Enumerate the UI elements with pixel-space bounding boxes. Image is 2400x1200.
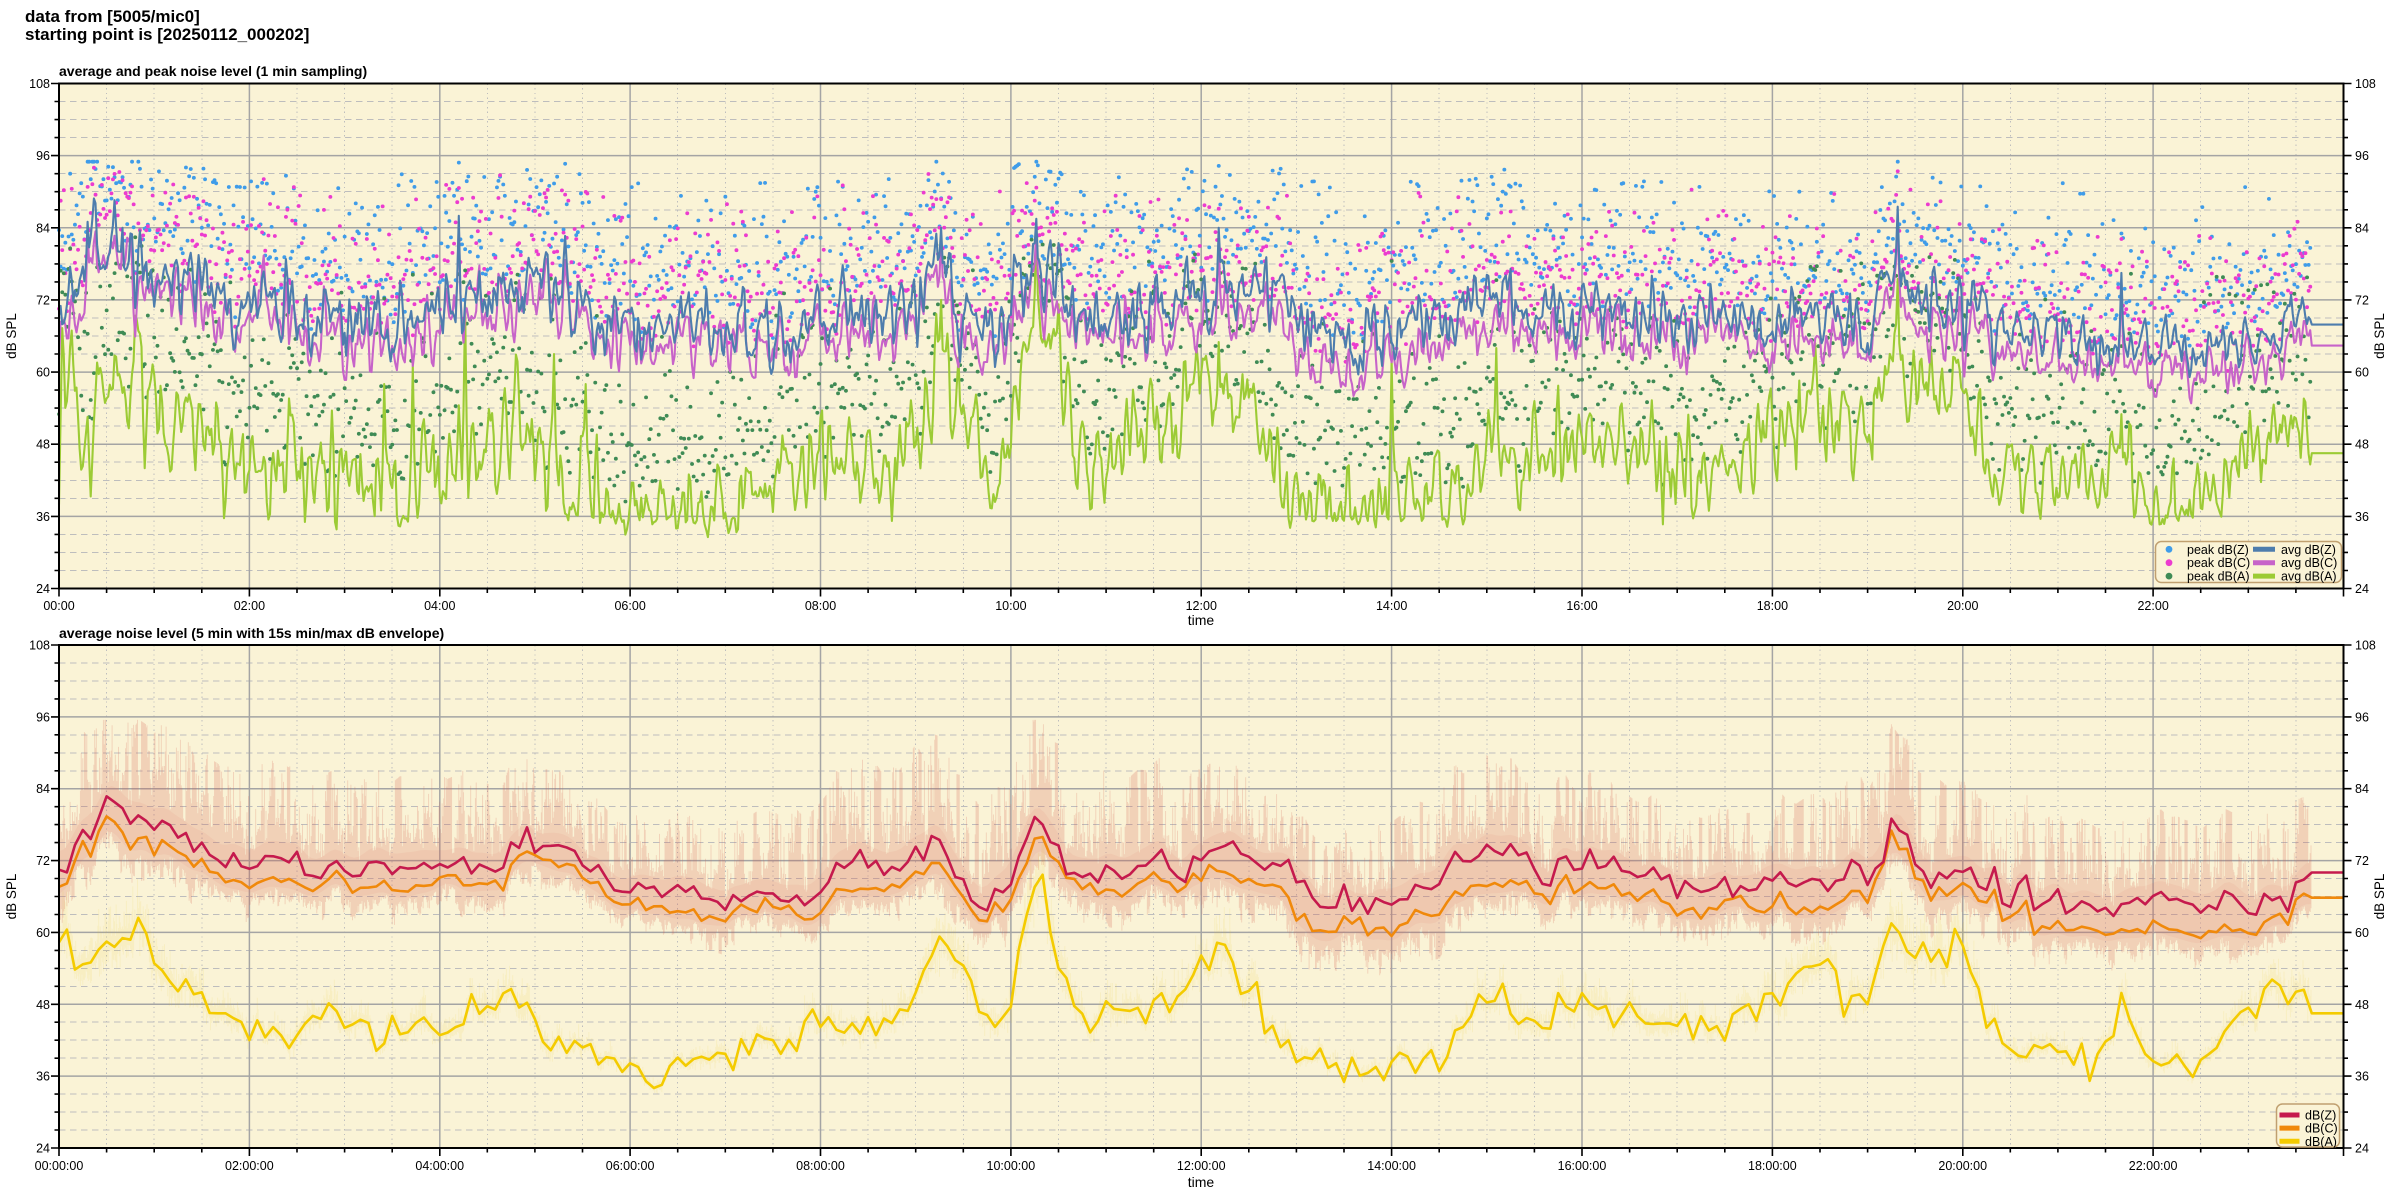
svg-text:dB(Z): dB(Z) xyxy=(2305,1109,2336,1123)
svg-text:72: 72 xyxy=(2355,293,2369,307)
svg-text:48: 48 xyxy=(36,998,50,1012)
svg-text:08:00: 08:00 xyxy=(805,599,836,613)
svg-text:16:00: 16:00 xyxy=(1566,599,1597,613)
svg-text:12:00:00: 12:00:00 xyxy=(1177,1159,1226,1173)
svg-text:48: 48 xyxy=(2355,438,2369,452)
svg-text:60: 60 xyxy=(36,926,50,940)
svg-text:avg dB(C): avg dB(C) xyxy=(2281,556,2337,570)
svg-text:data from [5005/mic0]: data from [5005/mic0] xyxy=(25,7,200,26)
svg-text:22:00: 22:00 xyxy=(2137,599,2168,613)
svg-text:108: 108 xyxy=(29,77,50,91)
svg-text:96: 96 xyxy=(2355,710,2369,724)
svg-text:avg dB(Z): avg dB(Z) xyxy=(2281,543,2336,557)
svg-text:72: 72 xyxy=(36,854,50,868)
svg-text:12:00: 12:00 xyxy=(1186,599,1217,613)
svg-text:48: 48 xyxy=(2355,998,2369,1012)
svg-text:108: 108 xyxy=(2355,639,2376,653)
svg-text:average and peak noise level (: average and peak noise level (1 min samp… xyxy=(59,63,367,79)
svg-text:18:00:00: 18:00:00 xyxy=(1748,1159,1797,1173)
svg-text:16:00:00: 16:00:00 xyxy=(1558,1159,1607,1173)
svg-text:60: 60 xyxy=(2355,926,2369,940)
svg-text:average noise level (5 min wit: average noise level (5 min with 15s min/… xyxy=(59,625,444,641)
svg-text:peak dB(C): peak dB(C) xyxy=(2187,556,2250,570)
svg-text:20:00:00: 20:00:00 xyxy=(1938,1159,1987,1173)
svg-text:36: 36 xyxy=(36,1070,50,1084)
svg-text:20:00: 20:00 xyxy=(1947,599,1978,613)
svg-text:84: 84 xyxy=(36,782,50,796)
svg-text:36: 36 xyxy=(2355,1070,2369,1084)
svg-text:dB SPL: dB SPL xyxy=(4,313,19,359)
svg-text:96: 96 xyxy=(36,710,50,724)
svg-text:18:00: 18:00 xyxy=(1757,599,1788,613)
svg-text:24: 24 xyxy=(2355,582,2369,596)
svg-text:108: 108 xyxy=(29,639,50,653)
svg-text:36: 36 xyxy=(2355,510,2369,524)
svg-text:84: 84 xyxy=(2355,782,2369,796)
svg-text:00:00:00: 00:00:00 xyxy=(35,1159,84,1173)
svg-text:peak dB(A): peak dB(A) xyxy=(2187,570,2250,584)
svg-text:24: 24 xyxy=(2355,1142,2369,1156)
svg-text:14:00: 14:00 xyxy=(1376,599,1407,613)
svg-text:02:00: 02:00 xyxy=(234,599,265,613)
svg-text:72: 72 xyxy=(36,293,50,307)
svg-text:48: 48 xyxy=(36,438,50,452)
svg-text:108: 108 xyxy=(2355,77,2376,91)
svg-text:dB(A): dB(A) xyxy=(2305,1135,2337,1149)
svg-text:06:00:00: 06:00:00 xyxy=(606,1159,655,1173)
svg-text:dB(C): dB(C) xyxy=(2305,1122,2338,1136)
svg-text:06:00: 06:00 xyxy=(614,599,645,613)
svg-text:08:00:00: 08:00:00 xyxy=(796,1159,845,1173)
svg-text:dB SPL: dB SPL xyxy=(2372,873,2387,919)
svg-text:02:00:00: 02:00:00 xyxy=(225,1159,274,1173)
svg-text:dB SPL: dB SPL xyxy=(4,873,19,919)
svg-text:84: 84 xyxy=(2355,221,2369,235)
svg-text:04:00: 04:00 xyxy=(424,599,455,613)
svg-text:10:00: 10:00 xyxy=(995,599,1026,613)
svg-text:22:00:00: 22:00:00 xyxy=(2129,1159,2178,1173)
svg-text:starting point is [20250112_00: starting point is [20250112_000202] xyxy=(25,25,309,44)
svg-text:peak dB(Z): peak dB(Z) xyxy=(2187,543,2249,557)
svg-text:04:00:00: 04:00:00 xyxy=(415,1159,464,1173)
svg-text:36: 36 xyxy=(36,510,50,524)
svg-text:00:00: 00:00 xyxy=(43,599,74,613)
svg-text:10:00:00: 10:00:00 xyxy=(987,1159,1036,1173)
svg-text:24: 24 xyxy=(36,1142,50,1156)
svg-text:96: 96 xyxy=(2355,149,2369,163)
svg-text:60: 60 xyxy=(2355,366,2369,380)
svg-text:72: 72 xyxy=(2355,854,2369,868)
svg-text:60: 60 xyxy=(36,366,50,380)
svg-text:dB SPL: dB SPL xyxy=(2372,313,2387,359)
svg-text:avg dB(A): avg dB(A) xyxy=(2281,570,2337,584)
svg-text:24: 24 xyxy=(36,582,50,596)
svg-text:time: time xyxy=(1188,612,1215,628)
svg-text:84: 84 xyxy=(36,221,50,235)
svg-text:time: time xyxy=(1188,1174,1215,1190)
svg-text:96: 96 xyxy=(36,149,50,163)
svg-text:14:00:00: 14:00:00 xyxy=(1367,1159,1416,1173)
